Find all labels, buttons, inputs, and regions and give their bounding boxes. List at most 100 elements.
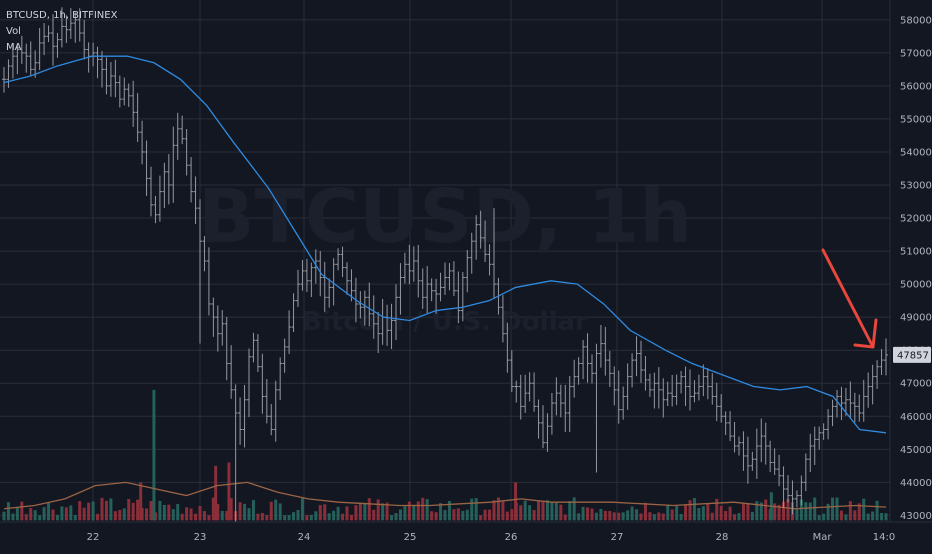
ohlc-bar (443, 262, 447, 295)
volume-spike (152, 389, 156, 521)
ohlc-bar (238, 397, 243, 445)
volume-bar (64, 507, 68, 521)
volume-bar (492, 500, 496, 521)
ohlc-bar (149, 166, 153, 217)
volume-bars (2, 389, 888, 521)
ohlc-bar (826, 409, 831, 440)
volume-bar (216, 504, 220, 521)
volume-bar (608, 510, 612, 521)
volume-bar (563, 514, 567, 521)
volume-bar (300, 497, 304, 521)
ohlc-bar (732, 421, 737, 453)
ohlc-bar (630, 353, 635, 388)
volume-bar (447, 500, 451, 521)
volume-spike (227, 462, 231, 521)
time-axis-bg (0, 522, 932, 550)
ohlc-bar (331, 258, 336, 306)
volume-bar (122, 508, 126, 521)
volume-bar (599, 508, 603, 521)
volume-bar (372, 509, 376, 521)
ohlc-bar (33, 50, 38, 78)
ohlc-bar (447, 262, 452, 291)
ohlc-bar (558, 384, 563, 418)
ohlc-bar (500, 295, 505, 343)
ohlc-bar (541, 405, 545, 449)
volume-bar (817, 515, 821, 521)
volume-bar (2, 511, 6, 521)
volume-bar (505, 511, 509, 521)
volume-bar (670, 509, 674, 521)
ohlc-bar (211, 297, 216, 337)
ohlc-bar (77, 8, 82, 42)
volume-bar (278, 503, 282, 521)
volume-bar (113, 511, 117, 521)
ohlc-bar (852, 392, 857, 423)
ohlc-bar (224, 316, 229, 381)
volume-bar (848, 501, 852, 521)
volume-bar (519, 505, 523, 521)
volume-bar (305, 515, 309, 521)
volume-bar (421, 497, 425, 521)
volume-bar (657, 512, 661, 521)
volume-bar (777, 504, 781, 521)
ohlc-bar (639, 340, 643, 383)
ohlc-bar (768, 440, 773, 473)
price-tick-label: 57000 (900, 48, 932, 59)
legend-vol[interactable]: Vol (6, 26, 21, 37)
ohlc-bar (492, 208, 496, 298)
price-axis[interactable]: 4300044000450004600047000480004900050000… (889, 0, 932, 550)
ohlc-bar (318, 251, 323, 297)
ohlc-bar (835, 389, 839, 418)
ohlc-bar (282, 338, 287, 373)
ohlc-bar (483, 220, 488, 263)
volume-bar (795, 508, 799, 521)
ohlc-bar (309, 262, 314, 298)
ohlc-bar (799, 475, 804, 506)
volume-bar (559, 504, 563, 521)
ohlc-bar (73, 12, 78, 43)
ohlc-bar (180, 115, 185, 145)
volume-bar (822, 513, 826, 521)
ohlc-bar (100, 50, 104, 88)
ohlc-bar (670, 374, 675, 407)
ohlc-bar (612, 366, 617, 406)
volume-bar (127, 498, 131, 521)
volume-bar (804, 502, 808, 521)
ohlc-bar (781, 466, 786, 509)
legend-symbol[interactable]: BTCUSD, 1h, BITFINEX (6, 10, 118, 21)
volume-bar (247, 508, 251, 521)
volume-bar (612, 512, 616, 521)
time-tick-label: 25 (404, 532, 417, 543)
volume-bar (434, 512, 438, 521)
ohlc-bar (206, 247, 211, 316)
ohlc-bar (509, 350, 514, 392)
volume-bar (839, 510, 843, 521)
volume-bar (719, 505, 723, 521)
volume-bar (349, 514, 353, 521)
last-price-label: 47857 (893, 346, 931, 363)
volume-bar (554, 502, 558, 521)
legend-ma[interactable]: MA (6, 42, 22, 53)
volume-bar (38, 515, 42, 521)
time-axis[interactable]: 22 23 24 25 26 27 28 Mar 14:0 (0, 521, 932, 550)
ohlc-bar (157, 175, 162, 222)
volume-bar (60, 506, 64, 521)
ohlc-bar (812, 426, 817, 465)
ohlc-bar (572, 359, 577, 398)
volume-bar (786, 498, 790, 521)
annotation-arrow[interactable] (821, 248, 878, 349)
volume-bar (91, 501, 95, 521)
ohlc-bar (394, 284, 398, 341)
volume-bar (568, 501, 572, 521)
ohlc-bar (122, 77, 127, 106)
ohlc-bar (24, 43, 29, 73)
ohlc-bar (10, 44, 15, 79)
volume-bar (118, 509, 122, 521)
volume-bar (617, 512, 621, 521)
volume-bar (537, 500, 541, 521)
volume-bar (180, 513, 184, 521)
volume-bar (185, 507, 189, 521)
ohlc-bar (304, 258, 309, 292)
